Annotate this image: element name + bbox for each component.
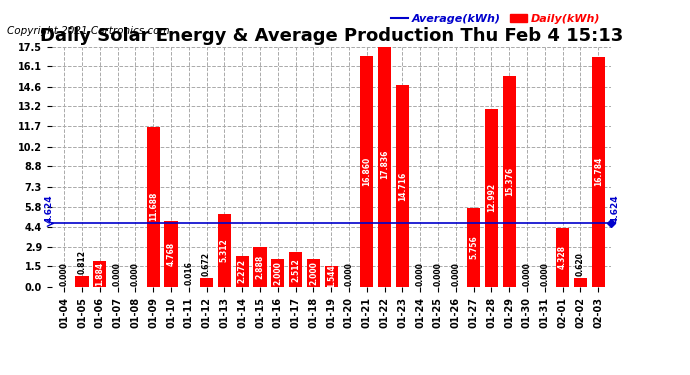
- Text: 4.328: 4.328: [558, 245, 567, 269]
- Text: Copyright 2021 Cartronics.com: Copyright 2021 Cartronics.com: [7, 26, 170, 36]
- Bar: [378, 42, 391, 287]
- Text: 0.016: 0.016: [184, 261, 193, 285]
- Bar: [467, 208, 480, 287]
- Text: 16.860: 16.860: [362, 157, 371, 186]
- Text: 4.624: 4.624: [611, 195, 620, 223]
- Text: 0.000: 0.000: [60, 262, 69, 286]
- Bar: [289, 252, 302, 287]
- Text: 0.620: 0.620: [576, 252, 585, 276]
- Text: 0.000: 0.000: [451, 262, 460, 286]
- Title: Daily Solar Energy & Average Production Thu Feb 4 15:13: Daily Solar Energy & Average Production …: [39, 27, 623, 45]
- Legend: Average(kWh), Daily(kWh): Average(kWh), Daily(kWh): [386, 9, 605, 28]
- Text: 5.756: 5.756: [469, 236, 478, 259]
- Text: 0.000: 0.000: [540, 262, 549, 286]
- Text: 1.884: 1.884: [95, 262, 104, 286]
- Text: 0.000: 0.000: [131, 262, 140, 286]
- Text: 16.784: 16.784: [593, 157, 602, 186]
- Text: 0.000: 0.000: [433, 262, 442, 286]
- Text: 0.000: 0.000: [113, 262, 122, 286]
- Text: 2.272: 2.272: [237, 259, 247, 283]
- Text: 2.000: 2.000: [309, 261, 318, 285]
- Text: 2.512: 2.512: [291, 258, 300, 282]
- Text: 4.624: 4.624: [45, 195, 54, 223]
- Bar: [271, 260, 284, 287]
- Bar: [235, 256, 249, 287]
- Bar: [146, 127, 160, 287]
- Text: 0.000: 0.000: [344, 262, 353, 286]
- Text: 11.688: 11.688: [149, 192, 158, 221]
- Text: 0.672: 0.672: [202, 252, 211, 276]
- Text: 15.376: 15.376: [504, 167, 513, 196]
- Text: 0.000: 0.000: [415, 262, 425, 286]
- Bar: [324, 266, 338, 287]
- Bar: [502, 76, 516, 287]
- Text: 12.992: 12.992: [487, 183, 496, 212]
- Bar: [591, 57, 605, 287]
- Bar: [573, 278, 587, 287]
- Text: 17.836: 17.836: [380, 150, 389, 179]
- Bar: [253, 247, 266, 287]
- Bar: [164, 222, 178, 287]
- Text: 5.312: 5.312: [220, 238, 229, 262]
- Bar: [93, 261, 106, 287]
- Text: 4.768: 4.768: [166, 242, 175, 266]
- Bar: [200, 278, 213, 287]
- Bar: [396, 85, 409, 287]
- Bar: [556, 228, 569, 287]
- Text: 2.888: 2.888: [255, 255, 264, 279]
- Text: 14.716: 14.716: [398, 171, 407, 201]
- Text: 2.000: 2.000: [273, 261, 282, 285]
- Bar: [307, 260, 320, 287]
- Bar: [218, 214, 231, 287]
- Bar: [484, 109, 498, 287]
- Text: 0.812: 0.812: [77, 250, 86, 274]
- Bar: [360, 56, 373, 287]
- Bar: [75, 276, 89, 287]
- Text: 0.000: 0.000: [522, 262, 531, 286]
- Text: 1.544: 1.544: [326, 264, 336, 288]
